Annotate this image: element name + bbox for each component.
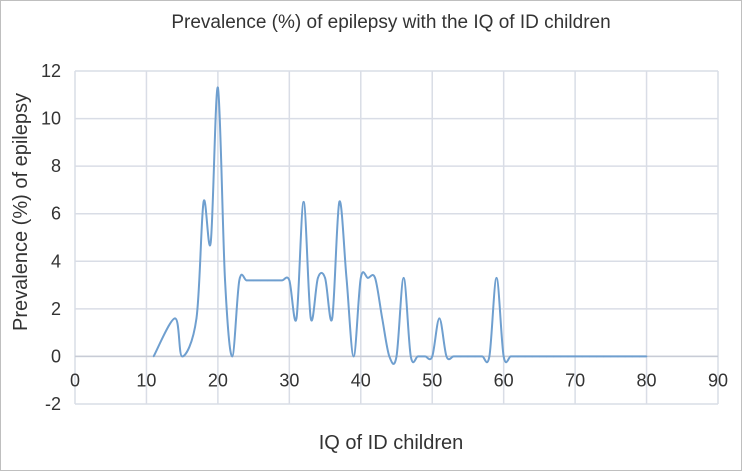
data-point	[259, 279, 262, 282]
tick-labels: 0 10 20 30 40 50 60 70 80 90 -2 0 2 4 6 8 10 12	[41, 61, 728, 414]
data-point	[545, 355, 548, 358]
data-point	[388, 355, 391, 358]
data-point	[217, 86, 219, 89]
x-tick-label: 0	[70, 370, 80, 390]
data-point	[274, 279, 276, 282]
data-point	[209, 241, 212, 244]
data-point	[374, 277, 376, 279]
data-point	[474, 355, 476, 358]
x-tick-label: 40	[351, 370, 371, 390]
data-point	[560, 355, 562, 358]
data-point	[345, 277, 348, 279]
data-point	[574, 355, 576, 358]
data-point	[367, 277, 369, 279]
chart-title: Prevalence (%) of epilepsy with the IQ o…	[171, 12, 610, 33]
y-tick-label: 10	[41, 109, 61, 129]
y-tick-label: 12	[41, 61, 61, 81]
data-point	[302, 201, 305, 203]
y-tick-label: 2	[51, 299, 61, 319]
y-axis-label: Prevalence (%) of epilepsy	[10, 93, 32, 331]
data-point	[588, 355, 591, 358]
data-point	[395, 355, 398, 358]
data-point	[174, 317, 176, 320]
x-tick-label: 30	[279, 370, 299, 390]
x-tick-label: 90	[708, 370, 728, 390]
data-point	[338, 201, 341, 203]
data-point	[295, 317, 298, 320]
x-axis-label: IQ of ID children	[319, 432, 464, 454]
data-point	[538, 355, 541, 358]
data-point	[309, 317, 312, 320]
data-point	[467, 355, 469, 358]
data-point	[317, 277, 319, 279]
x-tick-label: 50	[422, 370, 442, 390]
data-point	[195, 317, 198, 320]
x-tick-label: 70	[565, 370, 585, 390]
data-point	[510, 355, 512, 358]
data-point	[224, 279, 226, 282]
y-tick-label: 8	[51, 156, 61, 176]
data-point	[438, 317, 441, 320]
data-point	[245, 279, 248, 282]
data-point	[359, 277, 362, 279]
x-tick-label: 20	[208, 370, 228, 390]
data-point	[252, 279, 255, 282]
data-point	[481, 355, 484, 358]
data-point	[552, 355, 555, 358]
data-point	[645, 355, 648, 358]
y-tick-label: -2	[45, 394, 61, 414]
data-point	[381, 317, 384, 320]
data-point	[624, 355, 626, 358]
data-point	[495, 277, 498, 279]
data-point	[152, 355, 155, 358]
data-point	[324, 277, 326, 279]
data-point	[502, 355, 505, 358]
x-tick-label: 60	[494, 370, 514, 390]
data-point	[231, 355, 233, 358]
data-point	[631, 355, 634, 358]
data-point	[181, 355, 183, 358]
data-point	[409, 355, 412, 358]
data-point	[595, 355, 598, 358]
series-group	[152, 86, 648, 365]
data-point	[402, 277, 405, 279]
data-point	[567, 355, 569, 358]
data-point	[460, 355, 462, 358]
data-point	[288, 279, 291, 282]
data-point	[424, 355, 426, 358]
data-point	[581, 355, 584, 358]
y-tick-label: 4	[51, 251, 61, 271]
data-point	[638, 355, 641, 358]
data-point	[488, 355, 491, 358]
series-line	[152, 86, 647, 365]
data-point	[531, 355, 534, 358]
data-point	[267, 279, 269, 282]
data-point	[202, 201, 205, 203]
data-point	[281, 279, 283, 282]
data-point	[417, 355, 419, 358]
y-tick-label: 0	[51, 346, 61, 366]
x-tick-label: 80	[637, 370, 657, 390]
y-tick-label: 6	[51, 204, 61, 224]
x-tick-label: 10	[136, 370, 156, 390]
data-point	[431, 355, 434, 358]
data-point	[352, 355, 355, 358]
data-point	[610, 355, 612, 358]
data-point	[602, 355, 605, 358]
data-point	[238, 279, 241, 282]
data-point	[517, 355, 519, 358]
data-point	[445, 355, 448, 358]
data-point	[524, 355, 526, 358]
data-point	[617, 355, 619, 358]
data-point	[452, 355, 455, 358]
data-point	[331, 317, 334, 320]
